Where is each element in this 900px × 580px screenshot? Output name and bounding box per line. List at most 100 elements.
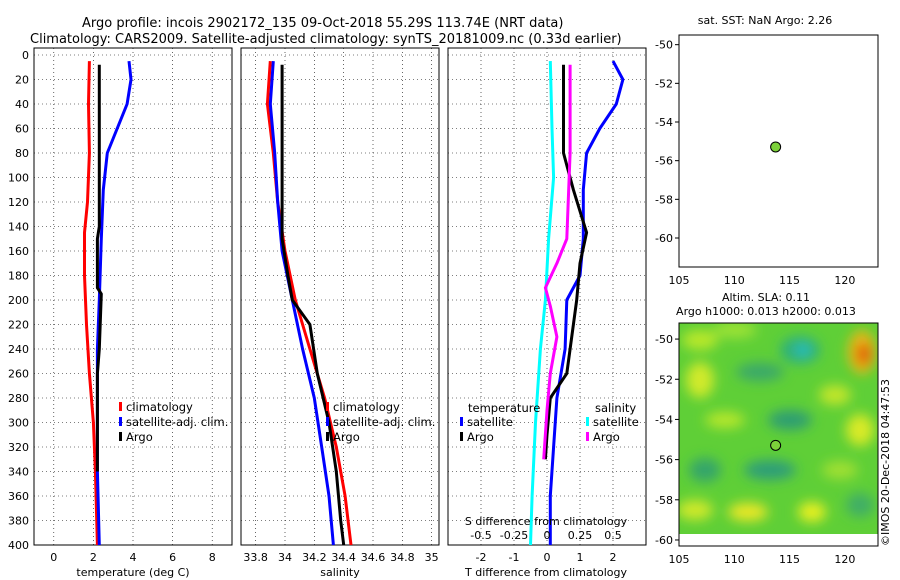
t-diff-tick-label: 1: [577, 551, 584, 564]
depth-tick-label: 200: [8, 294, 29, 307]
t-diff-tick-label: 2: [610, 551, 617, 564]
s-difference-xlabel: S difference from climatology: [465, 515, 628, 528]
depth-tick-labels: 0 20 40 60 80 100 120 140 160 180 200 220 240 260 280 3…: [8, 49, 29, 552]
salinity-panel: 33.8 34 34.2 34.4 34.6 34.8 35 salinity climat…: [240, 47, 440, 579]
header-line-1: Argo profile: incois 2902172_135 09-Oct-…: [82, 16, 563, 31]
depth-tick-label: 380: [8, 515, 29, 528]
legend-satellite-adj: satellite-adj. clim.: [126, 415, 228, 429]
lon-tick-label: 105: [669, 553, 690, 566]
legend-s-argo: Argo: [593, 430, 620, 444]
difference-legend: temperature satellite Argo salinity sate…: [460, 401, 639, 444]
lat-tick-label: -50: [655, 333, 673, 346]
depth-tick-label: 60: [15, 123, 29, 136]
lon-tick-label: 110: [724, 274, 745, 287]
depth-tick-label: 400: [8, 539, 29, 552]
temperature-legend: climatology satellite-adj. clim. Argo: [119, 400, 228, 444]
legend-swatch-satellite: [119, 417, 122, 426]
legend-temperature-title: temperature: [468, 401, 540, 415]
legend-salinity-title: salinity: [595, 401, 636, 415]
depth-tick-label: 220: [8, 319, 29, 332]
t-diff-tick-label: -2: [476, 551, 487, 564]
s-difference-tick-labels: -0.5 -0.25 0 0.25 0.5: [470, 529, 621, 542]
legend-swatch-argo: [326, 432, 329, 441]
x-tick-label: 34.2: [302, 551, 327, 564]
series-line-climatology: [265, 60, 353, 546]
sst-title: sat. SST: NaN Argo: 2.26: [698, 14, 832, 27]
legend-swatch-satellite: [326, 417, 329, 426]
s-diff-tick-label: -0.25: [500, 529, 528, 542]
argo-position-marker: [770, 439, 782, 451]
temperature-series: [83, 60, 133, 546]
lat-tick-label: -54: [655, 116, 673, 129]
legend-swatch-climatology: [119, 402, 122, 411]
sla-tick-labels: 105 110 115 120 -50 -52 -54 -56 -58 -60: [655, 333, 855, 566]
sst-map-panel: sat. SST: NaN Argo: 2.26 105 110 115 120 -50…: [655, 14, 879, 287]
series-line-argo: [280, 64, 346, 546]
depth-tick-label: 300: [8, 417, 29, 430]
lon-tick-label: 115: [779, 274, 800, 287]
depth-tick-label: 40: [15, 98, 29, 111]
lat-tick-label: -60: [655, 232, 673, 245]
x-tick-label: 34.6: [361, 551, 386, 564]
temperature-panel: 0204060801001201401601802002202402602803…: [8, 47, 233, 579]
sla-title-line1: Altim. SLA: 0.11: [722, 291, 810, 304]
legend-argo: Argo: [333, 430, 360, 444]
legend-t-satellite: satellite: [467, 415, 513, 429]
temperature-grid: [34, 48, 232, 546]
x-tick-label: 0: [50, 551, 57, 564]
series-line-s-satellite: [529, 61, 556, 546]
imos-credit: ©IMOS 20-Dec-2018 04:47:53: [879, 379, 892, 546]
legend-swatch-argo: [119, 432, 122, 441]
s-diff-tick-label: 0: [544, 529, 551, 542]
header-line-2: Climatology: CARS2009. Satellite-adjuste…: [30, 32, 622, 47]
sst-tick-labels: 105 110 115 120 -50 -52 -54 -56 -58 -60: [655, 39, 855, 287]
series-line-argo: [95, 64, 103, 472]
x-tick-label: 35: [425, 551, 439, 564]
lon-tick-label: 115: [779, 553, 800, 566]
lon-tick-label: 110: [724, 553, 745, 566]
lat-tick-label: -58: [655, 494, 673, 507]
lat-tick-label: -52: [655, 77, 673, 90]
legend-argo: Argo: [126, 430, 153, 444]
salinity-grid: [241, 48, 439, 546]
lon-tick-label: 105: [669, 274, 690, 287]
series-line-t-satellite: [548, 60, 625, 545]
series-line-climatology: [83, 61, 99, 546]
legend-swatch-climatology: [326, 402, 329, 411]
depth-tick-label: 0: [22, 49, 29, 62]
lat-tick-label: -52: [655, 373, 673, 386]
x-tick-label: 33.8: [243, 551, 268, 564]
sla-map-panel: Altim. SLA: 0.11 Argo h1000: 0.013 h2000…: [655, 291, 879, 566]
legend-climatology: climatology: [126, 400, 193, 414]
lat-tick-label: -58: [655, 193, 673, 206]
temperature-xlabel: temperature (deg C): [76, 566, 189, 579]
lat-tick-label: -56: [655, 454, 673, 467]
x-tick-label: 6: [169, 551, 176, 564]
depth-tick-label: 160: [8, 245, 29, 258]
s-diff-tick-label: 0.25: [568, 529, 593, 542]
depth-tick-label: 140: [8, 221, 29, 234]
sla-heatmap: [679, 323, 878, 534]
series-line-s-argo: [542, 64, 572, 460]
difference-grid: [448, 48, 646, 546]
difference-series: [529, 60, 625, 546]
t-diff-tick-label: 0: [544, 551, 551, 564]
x-tick-label: 2: [90, 551, 97, 564]
legend-s-satellite: satellite: [593, 415, 639, 429]
lat-tick-label: -54: [655, 413, 673, 426]
depth-tick-label: 360: [8, 490, 29, 503]
depth-tick-label: 340: [8, 466, 29, 479]
depth-tick-label: 180: [8, 270, 29, 283]
lat-tick-label: -60: [655, 534, 673, 547]
x-tick-label: 34.8: [390, 551, 415, 564]
depth-tick-label: 280: [8, 392, 29, 405]
x-tick-label: 8: [209, 551, 216, 564]
x-tick-label: 34: [278, 551, 292, 564]
depth-tick-label: 320: [8, 441, 29, 454]
legend-swatch-t-argo: [460, 432, 463, 441]
salinity-axes: [240, 47, 440, 546]
x-tick-label: 34.4: [331, 551, 356, 564]
depth-tick-label: 100: [8, 172, 29, 185]
salinity-legend: climatology satellite-adj. clim. Argo: [326, 400, 435, 444]
